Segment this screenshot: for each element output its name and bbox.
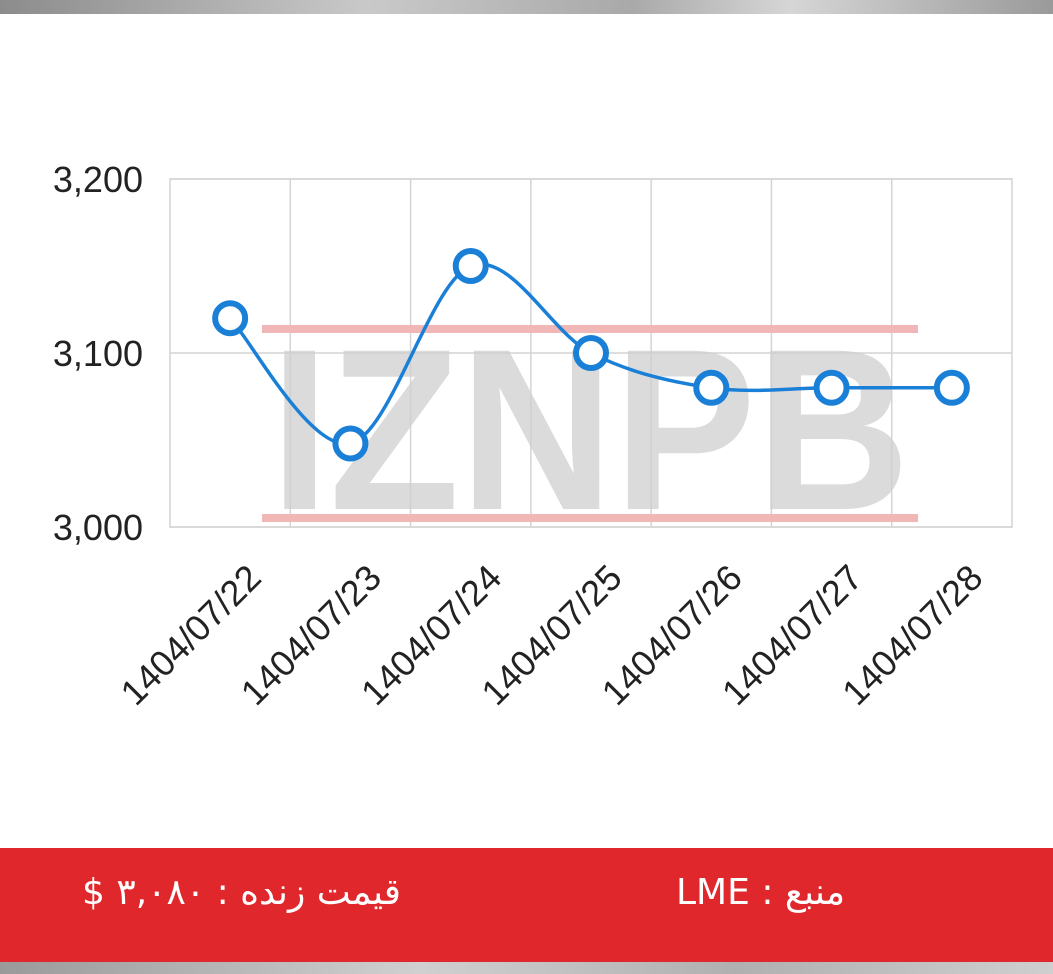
data-point [332,425,369,462]
x-axis-ticks: 1404/07/221404/07/231404/07/241404/07/25… [112,557,990,713]
data-point [693,369,730,406]
top-frame-strip [0,0,1053,14]
y-tick-label: 3,100 [53,333,143,374]
data-point [933,369,970,406]
footer-bar: قیمت زنده : ۳,۰۸۰ $ منبع : LME [0,848,1053,962]
data-point [212,300,249,337]
y-tick-label: 3,200 [53,159,143,200]
bottom-frame-strip [0,962,1053,974]
y-tick-label: 3,000 [53,507,143,548]
live-price-label: قیمت زنده : ۳,۰۸۰ $ [82,872,402,913]
data-point [452,248,489,284]
data-point [813,369,850,406]
series-points-layer [212,248,970,462]
y-axis-ticks: 3,000 3,100 3,200 [53,159,143,548]
data-point [573,335,609,371]
source-label: منبع : LME [676,872,846,913]
